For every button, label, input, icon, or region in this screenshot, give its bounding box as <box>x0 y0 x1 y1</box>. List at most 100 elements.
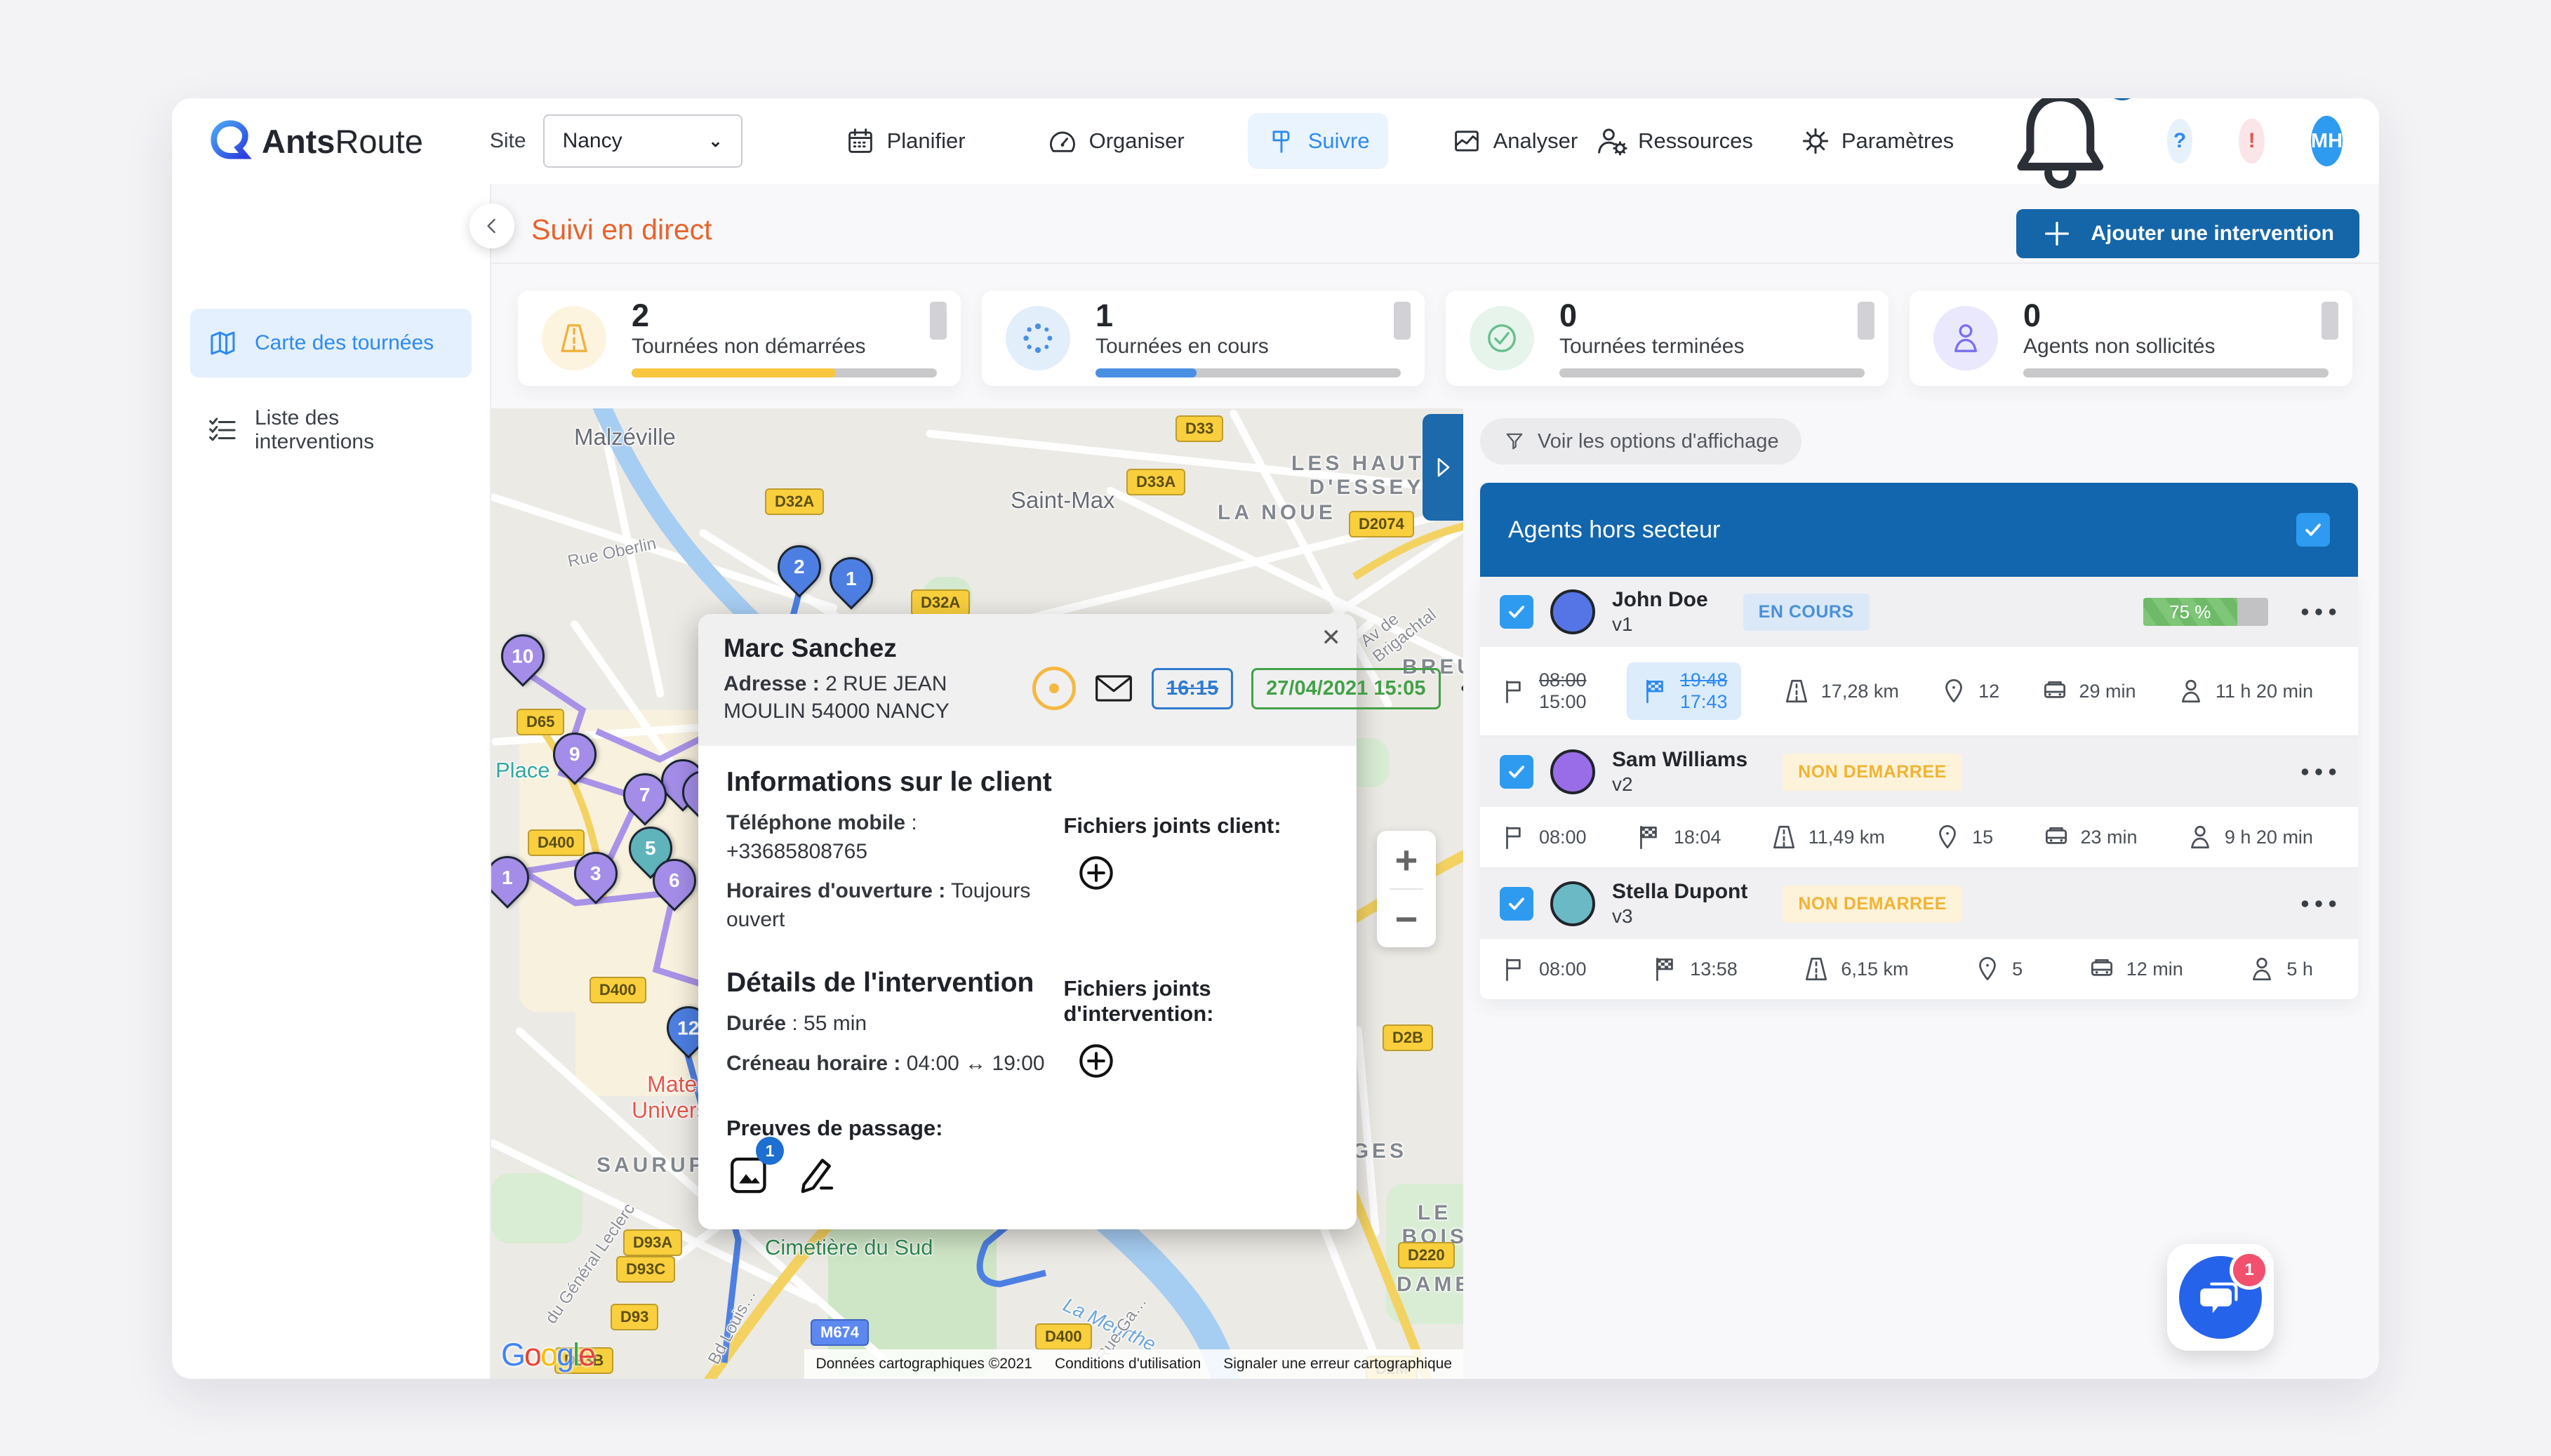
display-options-button[interactable]: Voir les options d'affichage <box>1480 418 1801 465</box>
map-canvas[interactable]: + − Google Données cartographiques ©2021… <box>491 408 1463 1379</box>
attribution-link[interactable]: Signaler une erreur cartographique <box>1212 1349 1463 1379</box>
proof-signature-icon[interactable] <box>792 1152 839 1198</box>
agent-actions: 75 % <box>2143 598 2338 626</box>
user-avatar[interactable]: MH <box>2310 116 2343 166</box>
agent-header[interactable]: John Doe v1 EN COURS 75 % <box>1480 577 2358 647</box>
sidebar: Carte des tournées Liste des intervention… <box>172 184 491 1379</box>
road-badge: D32A <box>765 488 825 515</box>
add-intervention-button[interactable]: Ajouter une intervention <box>2016 209 2359 258</box>
popup-menu-button[interactable] <box>1459 683 1463 694</box>
add-intervention-file-button[interactable] <box>1074 1039 1118 1083</box>
status-target-icon[interactable] <box>1032 667 1076 710</box>
agent-header[interactable]: Sam Williams v2 NON DEMARREE <box>1480 737 2358 808</box>
group-checkbox[interactable] <box>2296 513 2330 547</box>
sidebar-item-checklist[interactable]: Liste des interventions <box>190 396 472 465</box>
status-badge: NON DEMARREE <box>1783 885 1962 923</box>
road-badge: D400 <box>590 977 646 1003</box>
nav-item-ressources[interactable]: Ressources <box>1596 125 1753 157</box>
stat-value: 29 min <box>2079 680 2136 702</box>
stat-card-body: 0 Agents non sollicités <box>2023 299 2329 378</box>
stat-value: 12 <box>1978 680 2000 702</box>
road2-icon <box>1769 822 1799 852</box>
agent-header[interactable]: Stella Dupont v3 NON DEMARREE <box>1480 869 2358 940</box>
map-label: Place <box>495 758 550 782</box>
proof-photo-icon[interactable]: 1 <box>726 1137 784 1198</box>
tab-label: Organiser <box>1088 128 1185 153</box>
person-icon <box>2185 822 2215 852</box>
sidebar-collapse-button[interactable] <box>469 203 514 248</box>
envelope-icon[interactable] <box>1094 672 1133 704</box>
old-time: 19:48 <box>1679 669 1728 690</box>
alert-button[interactable]: ! <box>2239 119 2265 163</box>
agent-stat-pin: 12 <box>1939 676 1999 706</box>
zoom-out-button[interactable]: − <box>1394 896 1418 941</box>
chevron-left-icon <box>479 213 505 239</box>
agent-stat-car: 29 min <box>2040 676 2136 706</box>
agent-progress-bar: 75 % <box>2143 598 2268 626</box>
stat-card: 2 Tournées non démarrées <box>518 290 961 386</box>
road-badge: D93B <box>554 1347 614 1374</box>
stat-value: 08:00 <box>1539 958 1587 980</box>
notifications-button[interactable]: 15 <box>2000 98 2140 203</box>
attribution-link[interactable]: Conditions d'utilisation <box>1043 1349 1213 1379</box>
status-badge: NON DEMARREE <box>1783 753 1962 791</box>
tab-planifier[interactable]: Planifier <box>827 113 984 169</box>
avatar <box>1550 589 1595 634</box>
tab-analyser[interactable]: Analyser <box>1433 113 1597 169</box>
road-badge: M674 <box>811 1319 870 1346</box>
add-client-file-button[interactable] <box>1074 851 1118 895</box>
chat-button[interactable]: 1 <box>2179 1250 2269 1339</box>
nav-item-paramtres[interactable]: Paramètres <box>1799 125 1954 157</box>
map-label: LES HAUTS D'ESSEY <box>1291 452 1443 499</box>
client-phone: Téléphone mobile : +33685808765 <box>726 811 917 863</box>
stat-card-handle[interactable] <box>1394 302 1411 340</box>
agent-stat-flag-start: 08:00 <box>1500 822 1587 852</box>
app-window: AntsRoute Site Nancy ⌄ Planifier Organiser… <box>172 98 2379 1379</box>
agent-menu-button[interactable] <box>2299 606 2338 618</box>
brand-logo[interactable]: AntsRoute <box>208 119 423 163</box>
stat-value: 5 h <box>2286 958 2313 980</box>
agent-checkbox[interactable] <box>1500 595 1533 629</box>
stat-label: Agents non sollicités <box>2023 335 2216 359</box>
pin-icon <box>1973 954 2002 984</box>
intervention-popup: ✕ Marc Sanchez Adresse : 2 RUE JEAN MOUL… <box>698 614 1463 1229</box>
person-icon <box>1933 306 1998 370</box>
zoom-in-button[interactable]: + <box>1394 837 1418 882</box>
check-circle-icon <box>1484 320 1520 356</box>
client-name: Marc Sanchez <box>724 634 897 662</box>
bell-icon <box>2000 98 2121 202</box>
agent-checkbox[interactable] <box>1500 887 1533 921</box>
stat-card-handle[interactable] <box>930 302 947 340</box>
tab-suivre[interactable]: Suivre <box>1247 113 1388 169</box>
agent-menu-button[interactable] <box>2299 897 2338 910</box>
actual-datetime-badge[interactable]: 27/04/2021 15:05 <box>1251 667 1441 709</box>
help-button[interactable]: ? <box>2166 119 2193 163</box>
road-badge: D93C <box>616 1256 676 1283</box>
stats-row: 2 Tournées non démarrées 1 Tournées en cour… <box>518 290 2352 386</box>
sidebar-item-label: Liste des interventions <box>255 406 375 453</box>
agent-menu-button[interactable] <box>2299 766 2338 778</box>
page-header: Suivi en direct Ajouter une intervention <box>491 184 2379 264</box>
tab-label: Suivre <box>1307 128 1370 153</box>
tab-organiser[interactable]: Organiser <box>1029 113 1203 169</box>
stat-card-handle[interactable] <box>2322 302 2338 340</box>
gear-icon <box>1799 125 1832 157</box>
road-badge: D220 <box>1398 1242 1455 1269</box>
sidebar-item-map[interactable]: Carte des tournées <box>190 309 472 378</box>
google-logo[interactable]: Google <box>501 1337 596 1372</box>
stat-value: 9 h 20 min <box>2224 826 2313 848</box>
close-icon[interactable]: ✕ <box>1321 625 1342 651</box>
agent-checkbox[interactable] <box>1500 755 1533 789</box>
stat-card-body: 0 Tournées terminées <box>1559 299 1865 378</box>
nav-item-label: Ressources <box>1638 128 1753 153</box>
stat-card-handle[interactable] <box>1858 302 1874 340</box>
check-circle-icon <box>1470 306 1534 370</box>
road-badge: D32A <box>911 589 971 616</box>
gauge-icon <box>1047 126 1078 156</box>
agent-stat-person: 9 h 20 min <box>2185 822 2313 852</box>
panel-expand-button[interactable] <box>1423 414 1463 521</box>
files-intervention-label: Fichiers joints d'intervention: <box>1063 976 1214 1026</box>
planned-time-badge[interactable]: 16:15 <box>1152 667 1234 709</box>
agents-group-header[interactable]: Agents hors secteur <box>1480 483 2358 577</box>
site-selector[interactable]: Nancy ⌄ <box>542 114 742 168</box>
